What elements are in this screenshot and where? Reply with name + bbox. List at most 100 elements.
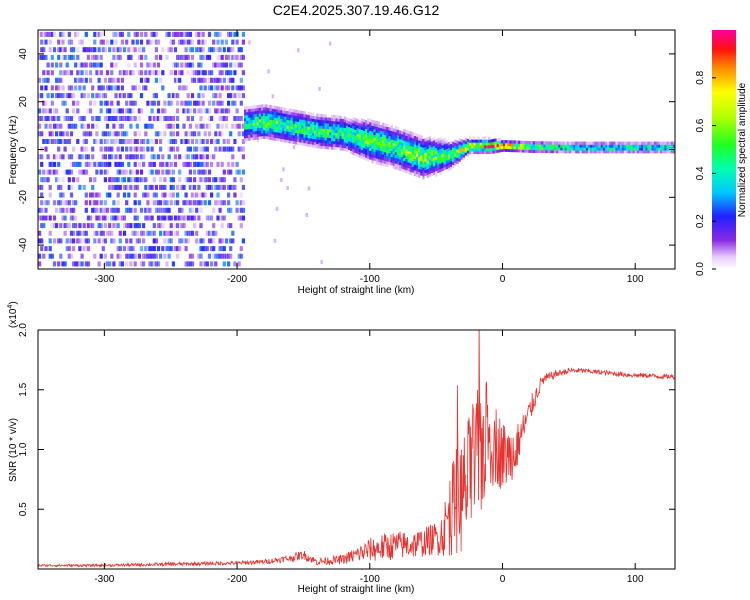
heatmap-cell xyxy=(445,151,448,155)
heatmap-cell xyxy=(307,143,310,147)
heatmap-cell xyxy=(418,171,421,175)
heatmap-cell xyxy=(549,144,552,148)
heatmap-cell xyxy=(121,24,124,29)
heatmap-cell xyxy=(483,145,487,149)
heatmap-cell xyxy=(418,168,421,172)
heatmap-cell xyxy=(594,141,597,145)
heatmap-cell xyxy=(101,161,105,167)
heatmap-cell xyxy=(449,152,453,156)
heatmap-cell xyxy=(186,215,190,221)
heatmap-cell xyxy=(227,261,231,267)
heatmap-cell xyxy=(509,143,512,147)
heatmap-cell xyxy=(379,130,383,134)
heatmap-cell xyxy=(628,147,631,151)
heatmap-cell xyxy=(144,31,148,37)
heatmap-cell xyxy=(318,128,321,132)
heatmap-cell xyxy=(311,132,315,137)
heatmap-cell xyxy=(401,134,404,138)
heatmap-cell xyxy=(139,169,144,175)
heatmap-cell xyxy=(199,253,203,259)
heatmap-cell xyxy=(190,39,195,45)
heatmap-cell xyxy=(237,123,241,129)
heatmap-cell xyxy=(44,108,48,114)
heatmap-cell xyxy=(392,145,395,149)
heatmap-cell xyxy=(207,230,212,236)
heatmap-cell xyxy=(237,85,241,91)
heatmap-cell xyxy=(218,246,222,252)
heatmap-cell xyxy=(129,146,133,152)
heatmap-cell xyxy=(464,140,468,145)
heatmap-cell xyxy=(377,130,380,134)
heatmap-cell xyxy=(197,70,201,76)
heatmap-cell xyxy=(471,150,474,155)
heatmap-cell xyxy=(114,207,118,213)
heatmap-cell xyxy=(426,163,429,167)
heatmap-cell xyxy=(125,261,129,267)
heatmap-cell xyxy=(324,125,327,129)
heatmap-cell xyxy=(188,161,192,167)
heatmap-cell xyxy=(42,70,46,76)
heatmap-cell xyxy=(97,85,101,91)
heatmap-cell xyxy=(424,169,427,173)
heatmap-cell xyxy=(292,123,296,127)
heatmap-cell xyxy=(407,165,410,169)
heatmap-cell xyxy=(244,109,247,113)
heatmap-cell xyxy=(369,139,372,143)
heatmap-cell xyxy=(44,200,48,206)
heatmap-cell xyxy=(42,77,46,83)
heatmap-cell xyxy=(210,261,214,267)
heatmap-cell xyxy=(547,150,550,154)
heatmap-cell xyxy=(203,77,207,83)
heatmap-cell xyxy=(114,223,118,229)
heatmap-cell xyxy=(103,139,107,144)
heatmap-cell xyxy=(384,137,387,141)
heatmap-cell xyxy=(82,123,86,129)
heatmap-cell xyxy=(256,130,259,134)
heatmap-cell xyxy=(426,171,429,175)
heatmap-cell xyxy=(441,156,444,160)
heatmap-cell xyxy=(369,124,372,129)
heatmap-cell xyxy=(220,85,224,91)
heatmap-cell xyxy=(537,141,540,145)
heatmap-cell xyxy=(201,77,205,83)
heatmap-cell xyxy=(670,147,674,151)
heatmap-cell xyxy=(144,207,148,213)
heatmap-cell xyxy=(84,230,88,236)
heatmap-cell xyxy=(437,144,440,148)
heatmap-cell xyxy=(72,100,76,106)
heatmap-cell xyxy=(154,131,158,137)
heatmap-cell xyxy=(458,144,461,148)
heatmap-cell xyxy=(186,154,190,160)
heatmap-cell xyxy=(112,116,116,121)
heatmap-cell xyxy=(127,154,131,160)
heatmap-cell xyxy=(57,77,61,83)
heatmap-cell xyxy=(146,207,150,213)
heatmap-cell xyxy=(212,253,216,259)
heatmap-cell xyxy=(105,207,110,213)
heatmap-cell xyxy=(333,132,336,136)
heatmap-cell xyxy=(416,170,419,175)
heatmap-cell xyxy=(320,131,323,135)
heatmap-cell xyxy=(55,169,59,175)
heatmap-cell xyxy=(464,143,468,147)
heatmap-cell xyxy=(61,93,65,99)
heatmap-cell xyxy=(72,246,76,252)
heatmap-cell xyxy=(252,131,255,135)
heatmap-cell xyxy=(439,143,442,147)
heatmap-cell xyxy=(38,154,42,160)
heatmap-cell xyxy=(116,47,120,53)
heatmap-cell xyxy=(214,261,218,267)
heatmap-cell xyxy=(505,145,508,149)
heatmap-cell xyxy=(110,24,113,29)
heatmap-cell xyxy=(167,207,171,213)
heatmap-cell xyxy=(384,129,387,133)
heatmap-cell xyxy=(93,253,97,259)
heatmap-cell xyxy=(324,120,327,124)
heatmap-cell xyxy=(110,184,114,190)
heatmap-cell xyxy=(142,85,146,91)
heatmap-cell xyxy=(443,146,446,151)
spectrogram-y-tick-label: 0 xyxy=(18,146,29,152)
heatmap-cell xyxy=(218,31,222,37)
heatmap-cell xyxy=(244,132,247,136)
